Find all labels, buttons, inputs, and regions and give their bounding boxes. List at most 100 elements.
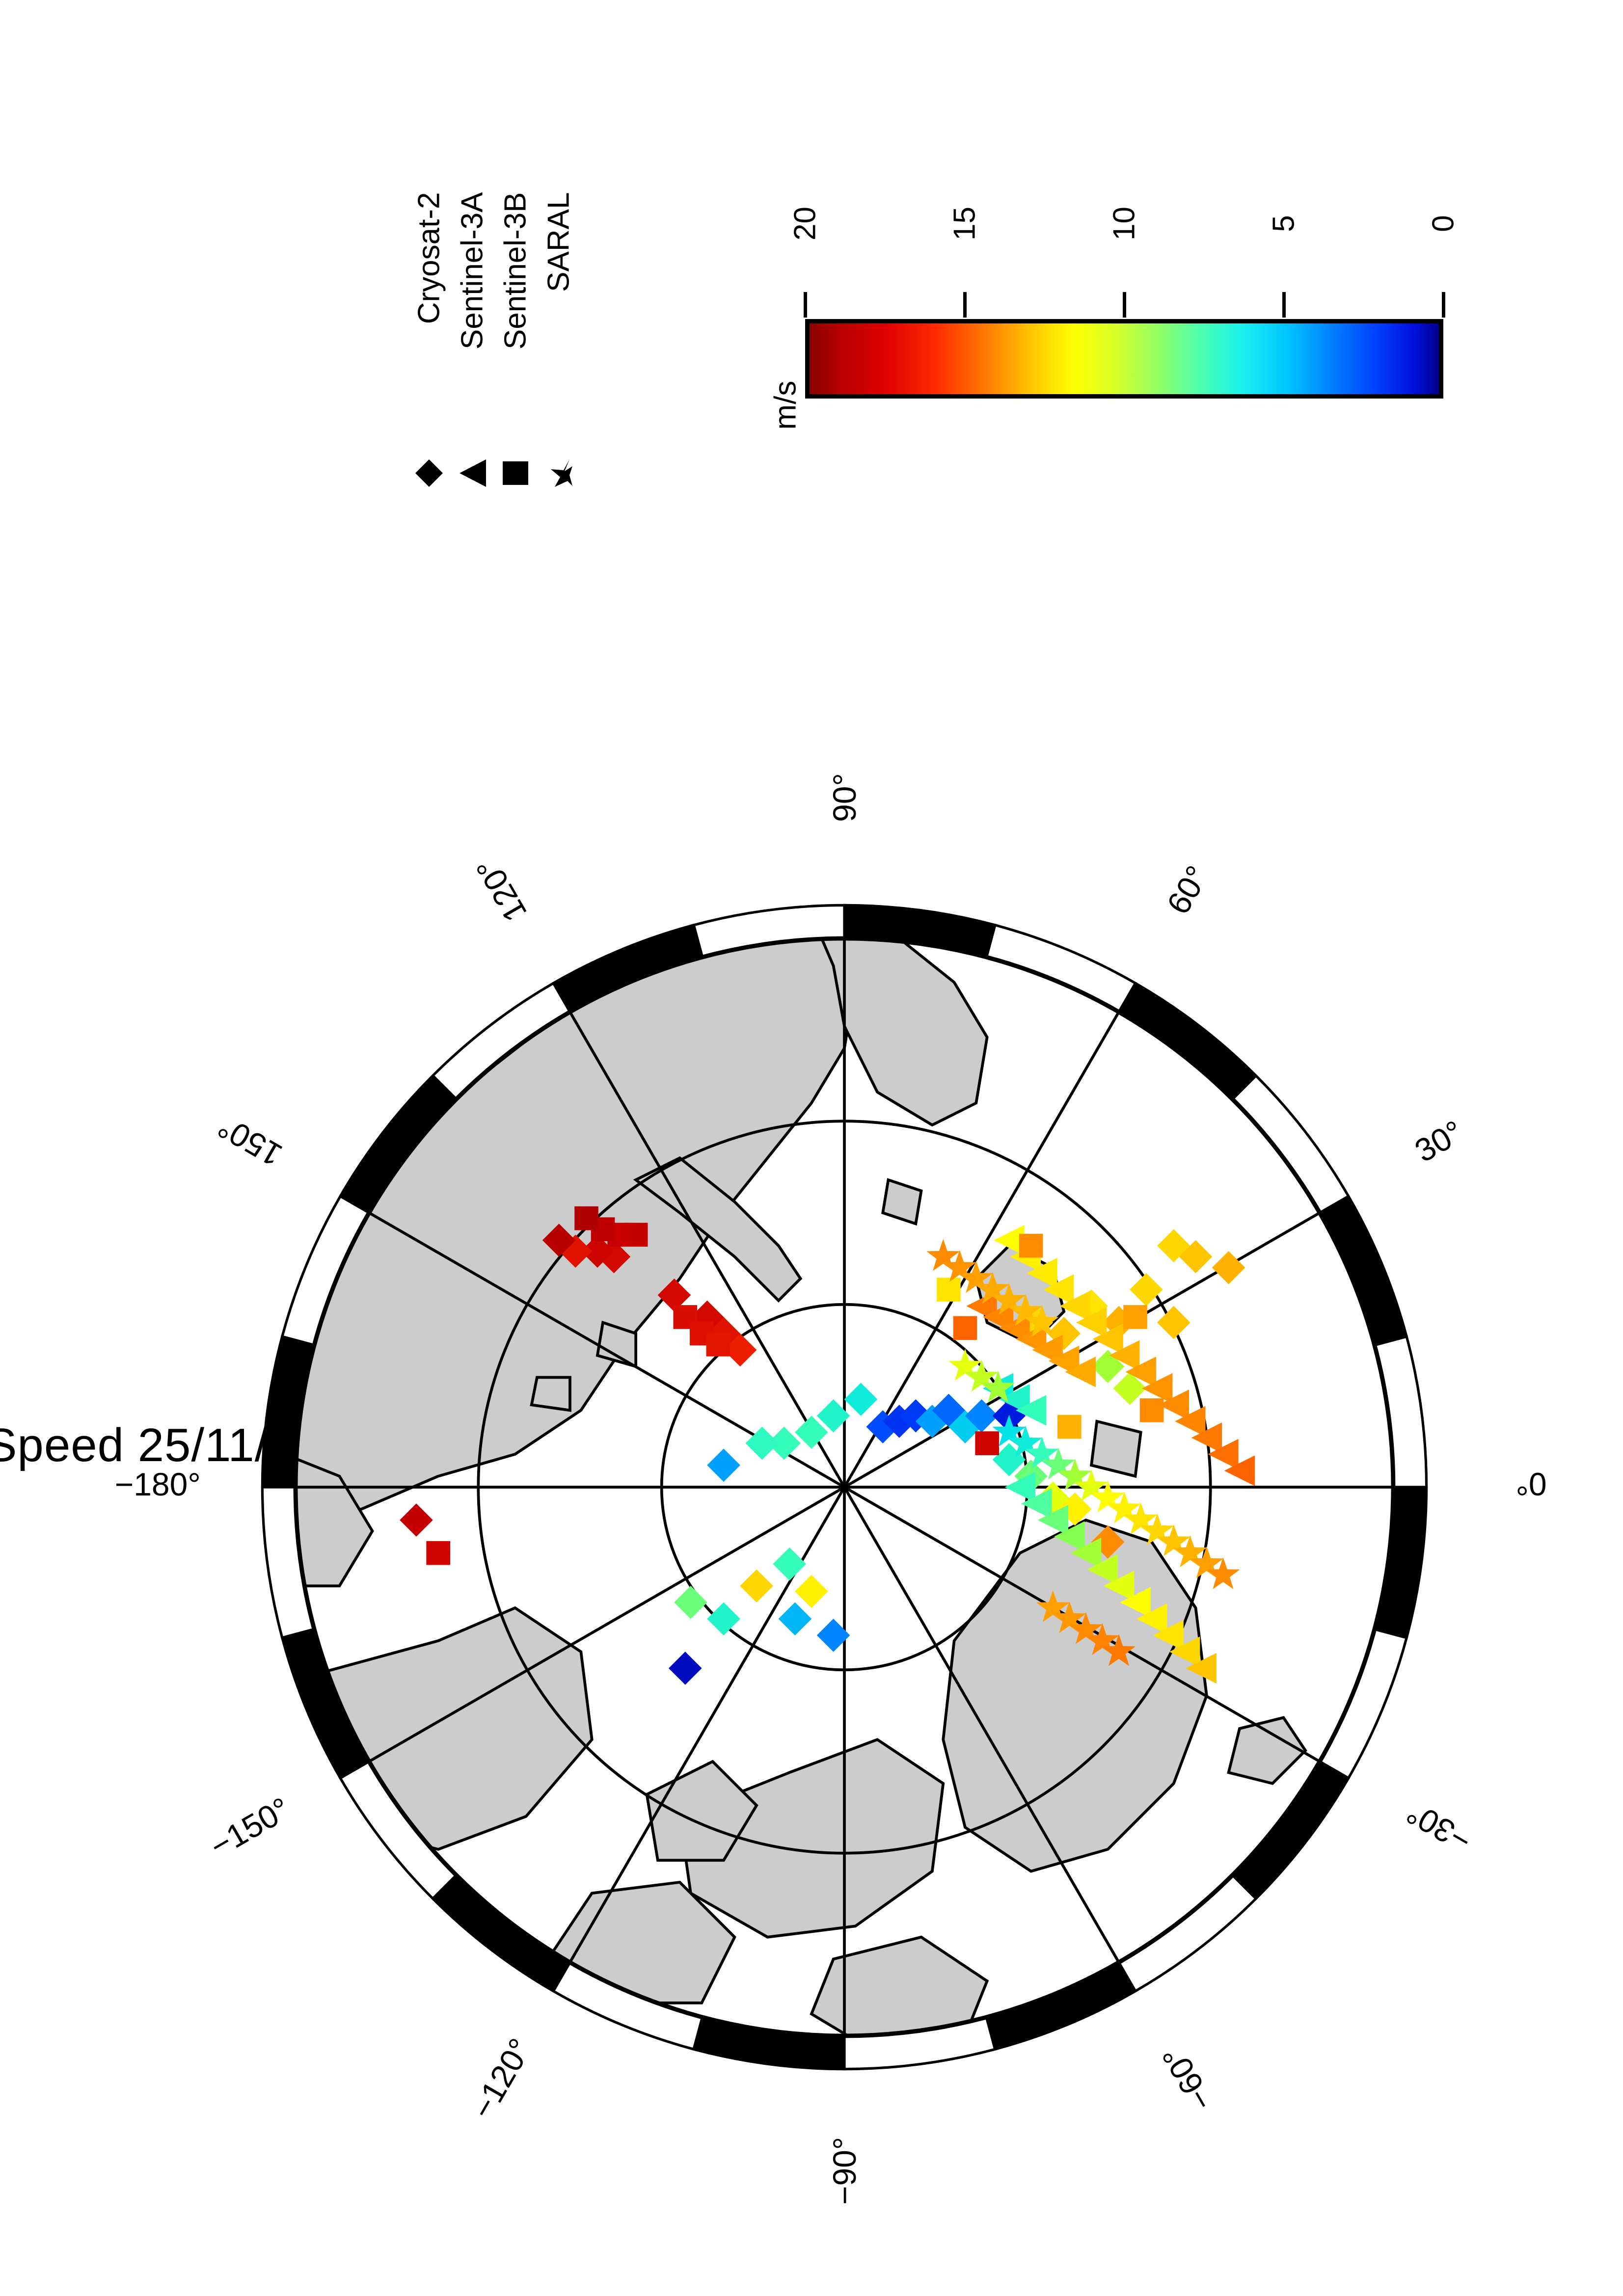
data-point xyxy=(1158,1389,1189,1420)
longitude-label: −180° xyxy=(114,1466,201,1502)
data-point xyxy=(1076,1307,1107,1338)
legend-entry-sentinel-3b[interactable]: Sentinel-3B xyxy=(494,192,537,491)
colorbar-tick xyxy=(804,292,807,318)
data-point xyxy=(778,1602,812,1636)
data-point xyxy=(706,1333,730,1357)
data-point xyxy=(992,1415,1026,1447)
map-canvas xyxy=(261,904,1428,2071)
data-point xyxy=(965,1360,999,1392)
colorbar-tick-label: 10 xyxy=(1107,207,1141,240)
data-point xyxy=(1186,1653,1217,1684)
data-point xyxy=(1179,1240,1213,1274)
data-point xyxy=(1070,1537,1102,1569)
satellite-legend: Cryosat-2 Sentinel-3A Sentinel-3B SARAL xyxy=(407,192,584,491)
data-point xyxy=(1025,1437,1059,1468)
data-point xyxy=(1054,1521,1085,1552)
legend-label: SARAL xyxy=(541,192,576,292)
data-point xyxy=(707,1602,740,1636)
legend-label: Sentinel-3A xyxy=(455,192,489,350)
data-point xyxy=(1059,1290,1090,1322)
data-point xyxy=(844,1383,878,1416)
data-point xyxy=(1206,1557,1240,1589)
longitude-label: −90° xyxy=(826,2136,863,2205)
colorbar-unit-label: m/s xyxy=(768,380,803,430)
data-point xyxy=(1021,1488,1052,1519)
data-point xyxy=(1125,1357,1156,1388)
legend-entry-cryosat-2[interactable]: Cryosat-2 xyxy=(407,192,451,491)
data-point xyxy=(1142,1373,1173,1404)
legend-label: Sentinel-3B xyxy=(498,192,533,350)
data-point xyxy=(740,1569,773,1603)
longitude-label: 90° xyxy=(826,773,863,823)
data-point xyxy=(674,1585,707,1619)
data-point xyxy=(1103,1571,1135,1602)
triangle-marker xyxy=(458,458,487,488)
data-point xyxy=(1069,1612,1103,1644)
data-point xyxy=(1065,1357,1096,1388)
legend-label: Cryosat-2 xyxy=(412,192,446,324)
data-point xyxy=(943,1250,976,1282)
data-point xyxy=(1004,1471,1035,1503)
data-point xyxy=(1036,1590,1070,1622)
colorbar-tick xyxy=(1123,292,1126,318)
colorbar-tick xyxy=(1442,292,1445,318)
colorbar-gradient-box xyxy=(805,319,1443,399)
data-point xyxy=(400,1503,433,1537)
data-point xyxy=(1139,1398,1164,1422)
colorbar-tick xyxy=(1282,292,1286,318)
data-point xyxy=(981,1370,1015,1403)
data-point xyxy=(1058,1458,1092,1491)
data-point xyxy=(574,1206,598,1230)
data-point xyxy=(948,1349,982,1381)
data-point xyxy=(1057,1415,1082,1439)
colorbar-tick-label: 0 xyxy=(1426,215,1461,232)
data-point xyxy=(1157,1306,1190,1339)
land-masses xyxy=(296,938,1307,2036)
colorbar-tick-label: 20 xyxy=(788,207,822,240)
data-point xyxy=(1173,1535,1207,1568)
data-point xyxy=(1124,1502,1158,1535)
data-point xyxy=(1092,1323,1123,1355)
colorbar-tick-label: 5 xyxy=(1267,215,1301,232)
legend-entry-sentinel-3a[interactable]: Sentinel-3A xyxy=(451,192,494,491)
legend-entry-saral[interactable]: SARAL xyxy=(537,192,580,491)
data-point xyxy=(1208,1439,1239,1470)
data-point xyxy=(1190,1546,1224,1578)
polar-map: 90° 60° 30° 0° −30° −60° −90° −120° −150° −180° 15… xyxy=(115,773,1547,2205)
data-point xyxy=(1109,1340,1140,1371)
data-point xyxy=(1102,1634,1136,1666)
data-point xyxy=(668,1652,702,1685)
data-point xyxy=(953,1316,977,1340)
data-point xyxy=(1049,1345,1080,1377)
data-point xyxy=(975,1272,1009,1304)
longitude-label: 0° xyxy=(1515,1466,1547,1502)
data-point xyxy=(959,1261,993,1293)
colorbar-tick xyxy=(963,292,967,318)
data-point xyxy=(1120,1587,1151,1618)
data-point xyxy=(994,1225,1025,1256)
data-point xyxy=(773,1547,806,1581)
data-point xyxy=(707,1448,740,1482)
data-point xyxy=(1008,1425,1043,1458)
map-frame-ring xyxy=(261,904,1428,2071)
data-point xyxy=(1175,1406,1206,1437)
data-point xyxy=(1037,1504,1069,1536)
data-point xyxy=(1153,1620,1184,1651)
data-point xyxy=(1043,1274,1074,1305)
data-point xyxy=(1032,1335,1063,1365)
diamond-marker xyxy=(414,458,444,488)
square-marker xyxy=(501,458,530,488)
data-point xyxy=(1130,1273,1163,1307)
data-point xyxy=(426,1541,450,1565)
colorbar-tick-label: 15 xyxy=(947,207,982,240)
data-point xyxy=(1025,1305,1059,1337)
data-point xyxy=(1085,1623,1119,1655)
data-point xyxy=(1212,1251,1245,1284)
data-point xyxy=(937,1278,961,1302)
data-point xyxy=(816,1619,850,1652)
data-point xyxy=(1053,1601,1086,1633)
data-point xyxy=(1008,1294,1043,1326)
data-point xyxy=(926,1239,960,1271)
data-point xyxy=(1224,1455,1255,1486)
data-point xyxy=(1169,1636,1200,1667)
